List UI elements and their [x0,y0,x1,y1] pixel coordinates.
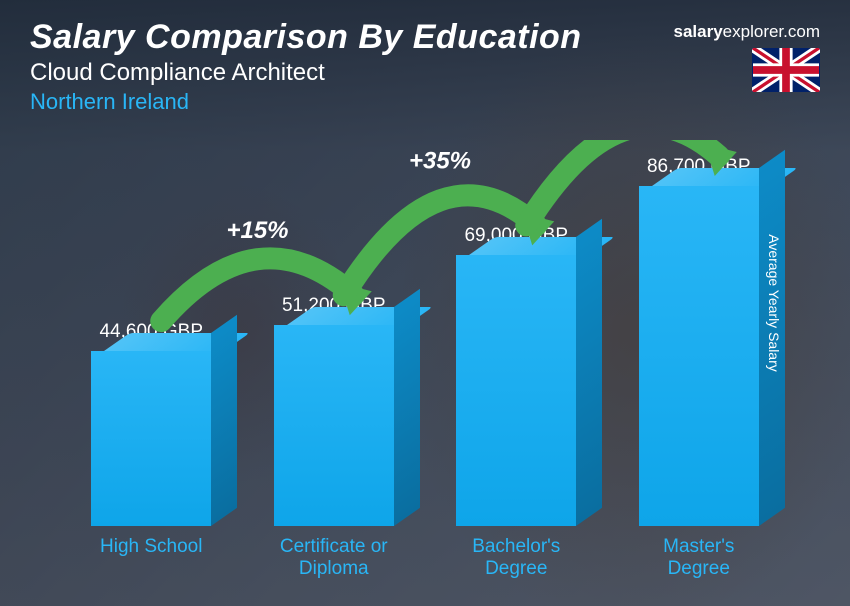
bar-side-face [211,315,237,526]
chart-area: 44,600 GBP High School 51,200 GBP Certif… [60,140,790,576]
bar-group: 69,000 GBP Bachelor'sDegree [441,225,591,526]
bar-front-face [91,351,211,526]
increase-label: +35% [409,147,471,174]
bar-3d [274,325,394,526]
bar-front-face [639,186,759,526]
bar-group: 51,200 GBP Certificate orDiploma [259,295,409,526]
bar-front-face [456,255,576,526]
brand-name-rest: explorer.com [723,22,820,41]
y-axis-label: Average Yearly Salary [765,234,781,372]
bar-3d [456,255,576,526]
brand-block: salaryexplorer.com [674,22,821,92]
bar-side-face [394,289,420,526]
brand-name: salaryexplorer.com [674,22,821,42]
bar-group: 44,600 GBP High School [76,321,226,526]
bar-category-label: High School [71,536,231,558]
bar-category-label: Certificate orDiploma [254,536,414,580]
bar-category-label: Bachelor'sDegree [436,536,596,580]
bar-category-label: Master'sDegree [619,536,779,580]
bar-3d [91,351,211,526]
bar-front-face [274,325,394,526]
bar-3d [639,186,759,526]
bar-group: 86,700 GBP Master'sDegree [624,156,774,526]
brand-name-bold: salary [674,22,723,41]
bar-side-face [576,219,602,526]
title-region: Northern Ireland [30,89,820,115]
bars-container: 44,600 GBP High School 51,200 GBP Certif… [60,186,790,526]
flag-icon [752,48,820,92]
